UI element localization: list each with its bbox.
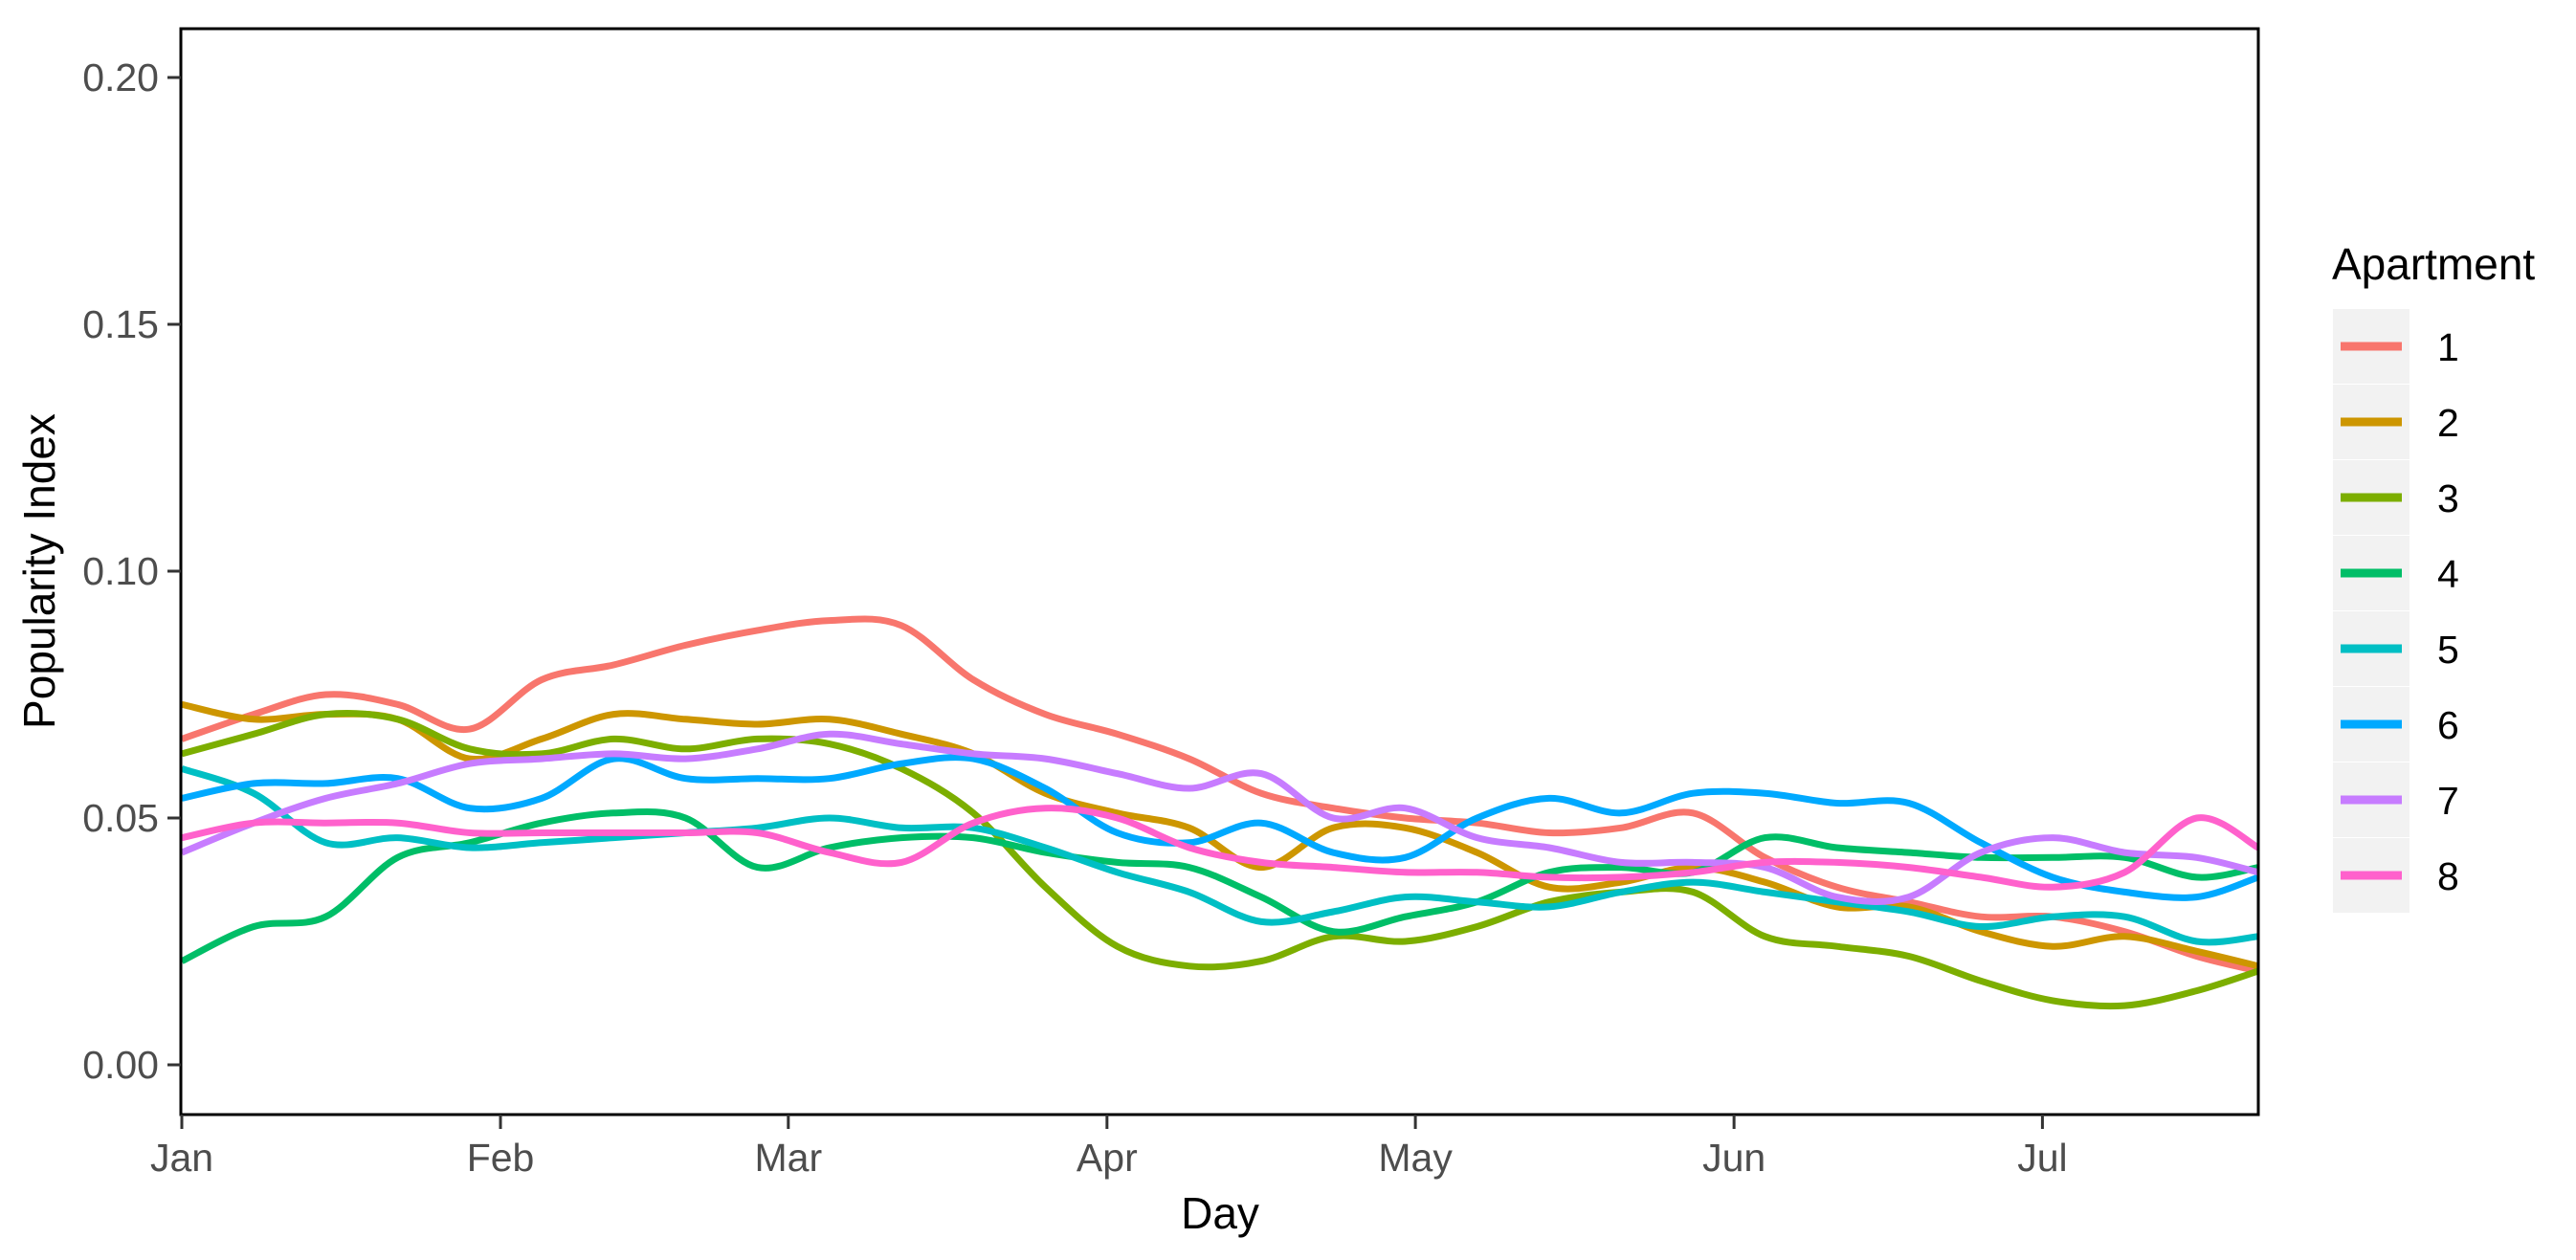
legend-entry-label: 6 <box>2437 703 2459 747</box>
y-tick-label: 0.20 <box>82 55 159 99</box>
series-3-line <box>182 710 2257 1010</box>
series-2-line <box>182 700 2257 970</box>
legend-entry-6: 6 <box>2333 687 2459 762</box>
legend-entry-8: 8 <box>2333 838 2459 913</box>
x-tick-label: Jul <box>2017 1136 2067 1180</box>
legend-entry-1: 1 <box>2333 309 2459 384</box>
x-axis-title: Day <box>1181 1188 1259 1238</box>
series-6-line <box>182 754 2257 901</box>
legend-title: Apartment <box>2332 239 2535 289</box>
series-8-line <box>182 805 2257 891</box>
legend-entry-4: 4 <box>2333 536 2459 610</box>
x-tick-label: Jun <box>1702 1136 1765 1180</box>
series-lines <box>182 615 2257 1010</box>
legend-entry-7: 7 <box>2333 763 2459 837</box>
x-axis: Jan Feb Mar Apr May Jun Jul <box>150 1115 2068 1180</box>
legend-entry-label: 3 <box>2437 476 2459 520</box>
y-axis-title: Popularity Index <box>14 413 64 729</box>
legend-entry-2: 2 <box>2333 385 2459 459</box>
legend: Apartment 1 2 3 4 5 6 7 8 <box>2332 239 2535 913</box>
legend-entry-label: 2 <box>2437 401 2459 445</box>
series-1-line <box>182 615 2257 975</box>
series-7-line <box>182 730 2257 905</box>
y-tick-label: 0.00 <box>82 1043 159 1087</box>
x-tick-label: Mar <box>755 1136 823 1180</box>
y-tick-label: 0.10 <box>82 549 159 593</box>
legend-entry-label: 4 <box>2437 552 2459 596</box>
legend-entry-label: 5 <box>2437 628 2459 672</box>
series-5-line <box>182 765 2257 946</box>
x-tick-label: Feb <box>467 1136 535 1180</box>
legend-entry-label: 1 <box>2437 325 2459 369</box>
x-tick-label: May <box>1378 1136 1453 1180</box>
x-tick-label: Apr <box>1077 1136 1138 1180</box>
legend-entry-3: 3 <box>2333 460 2459 535</box>
legend-entry-label: 7 <box>2437 779 2459 823</box>
y-tick-label: 0.15 <box>82 302 159 346</box>
x-tick-label: Jan <box>150 1136 213 1180</box>
legend-keys: 1 2 3 4 5 6 7 8 <box>2333 309 2459 913</box>
legend-entry-5: 5 <box>2333 611 2459 686</box>
legend-entry-label: 8 <box>2437 854 2459 898</box>
series-4-line <box>182 808 2257 964</box>
y-axis: 0.00 0.05 0.10 0.15 0.20 <box>82 55 181 1087</box>
y-tick-label: 0.05 <box>82 796 159 840</box>
